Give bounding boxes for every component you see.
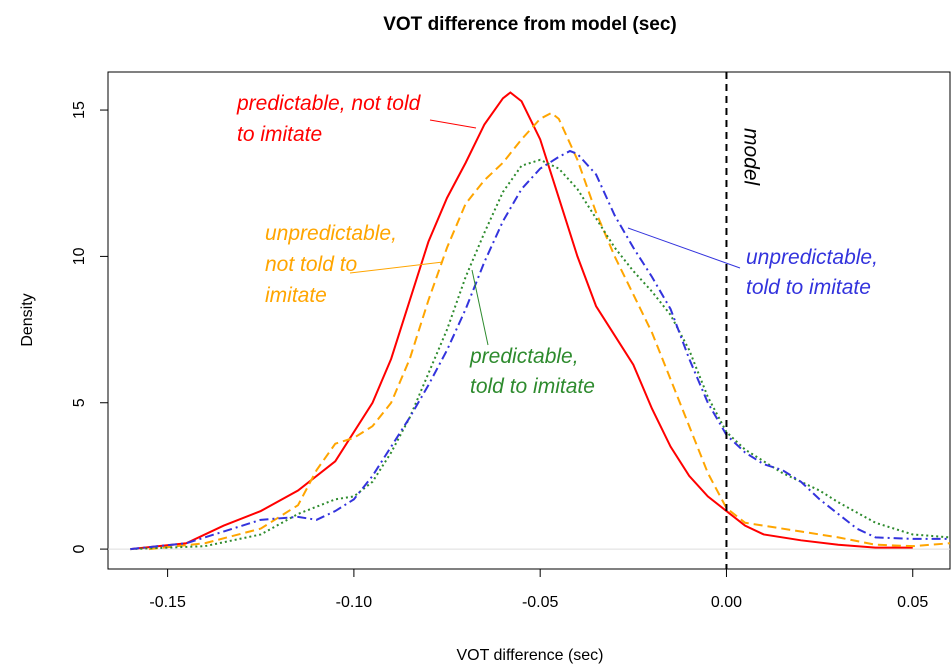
- annotation: told to imitate: [470, 375, 595, 398]
- annotation-pointer: [471, 269, 489, 346]
- chart-title: VOT difference from model (sec): [383, 14, 677, 35]
- plot-frame: [107, 71, 951, 570]
- annotation: told to imitate: [746, 276, 871, 299]
- plot-area: [108, 91, 951, 551]
- annotation: to imitate: [237, 123, 322, 146]
- model-label: model: [739, 128, 762, 187]
- annotation: imitate: [265, 284, 327, 307]
- annotation: not told to: [265, 253, 358, 276]
- x-tick-label: 0.05: [897, 594, 928, 611]
- annotation-pointer: [429, 119, 477, 129]
- annotation: predictable,: [469, 345, 579, 368]
- annotation: predictable, not told: [236, 92, 422, 115]
- x-axis-label: VOT difference (sec): [456, 647, 603, 664]
- annotation: unpredictable,: [265, 222, 397, 245]
- y-tick-label: 10: [71, 247, 88, 265]
- y-tick-label: 0: [71, 545, 88, 554]
- x-tick-label: -0.05: [522, 594, 559, 611]
- annotation-pointer: [349, 261, 444, 274]
- x-tick-label: -0.15: [149, 594, 186, 611]
- density-line: [130, 149, 950, 551]
- density-line: [130, 158, 951, 551]
- density-line: [130, 91, 913, 551]
- annotation-pointer: [627, 227, 741, 269]
- density-line: [148, 111, 951, 551]
- x-tick-label: -0.10: [336, 594, 373, 611]
- y-tick-label: 5: [71, 398, 88, 407]
- y-tick-label: 15: [71, 101, 88, 119]
- y-axis-label: Density: [19, 293, 36, 346]
- annotation: unpredictable,: [746, 246, 878, 269]
- x-tick-label: 0.00: [711, 594, 742, 611]
